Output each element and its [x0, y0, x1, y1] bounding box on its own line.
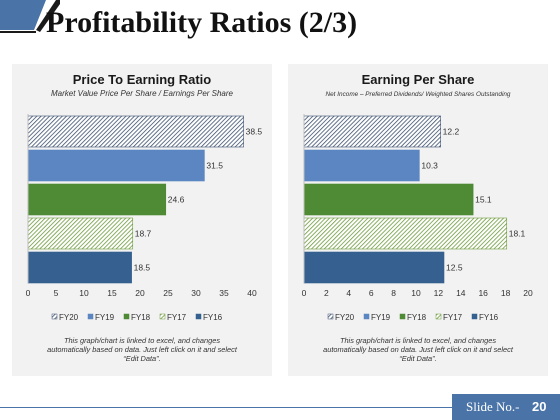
- data-label: 10.3: [421, 161, 438, 171]
- legend-swatch: [195, 313, 202, 320]
- x-tick-label: 5: [54, 288, 59, 298]
- chart-note-line: This graph/chart is linked to excel, and…: [340, 336, 496, 345]
- page-title: Profitability Ratios (2/3): [46, 6, 358, 39]
- footer-rule: [0, 407, 452, 408]
- data-label: 18.7: [135, 229, 152, 239]
- data-label: 38.5: [246, 127, 263, 137]
- x-tick-label: 20: [135, 288, 145, 298]
- price-earning-chart: Price To Earning Ratio Market Value Price…: [26, 72, 263, 363]
- bar-fy19: [303, 149, 420, 182]
- earning-per-share-chart: Earning Per Share Net Income – Preferred …: [302, 72, 533, 363]
- chart-note-line: automatically based on data. Just left c…: [47, 345, 238, 354]
- slide-number: 20: [532, 399, 547, 414]
- legend-label: FY16: [479, 313, 499, 322]
- x-tick-label: 12: [434, 288, 444, 298]
- legend-swatch: [327, 313, 334, 320]
- x-tick-label: 14: [456, 288, 466, 298]
- x-tick-label: 20: [523, 288, 533, 298]
- x-tick-label: 2: [324, 288, 329, 298]
- data-label: 15.1: [475, 195, 492, 205]
- bar-fy17: [303, 217, 508, 250]
- legend-label: FY16: [203, 313, 223, 322]
- corner-decoration: [0, 0, 60, 33]
- chart-subtitle: Market Value Price Per Share / Earnings …: [51, 89, 234, 98]
- bar-fy20: [27, 115, 244, 148]
- slide-number-badge: Slide No.- 20: [452, 394, 560, 420]
- data-label: 31.5: [206, 161, 223, 171]
- legend-label: FY18: [131, 313, 151, 322]
- x-tick-label: 40: [247, 288, 257, 298]
- x-tick-label: 10: [79, 288, 89, 298]
- x-tick-label: 8: [391, 288, 396, 298]
- bar-fy19: [27, 149, 205, 182]
- bar-fy16: [27, 251, 132, 284]
- chart-note-line: This graph/chart is linked to excel, and…: [64, 336, 220, 345]
- legend-label: FY20: [335, 313, 355, 322]
- legend-swatch: [363, 313, 370, 320]
- chart-subtitle: Net Income – Preferred Dividends/ Weight…: [326, 91, 511, 98]
- chart-note-line: “Edit Data”.: [399, 354, 436, 363]
- bar-fy18: [303, 183, 474, 216]
- data-label: 24.6: [168, 195, 185, 205]
- x-tick-label: 30: [191, 288, 201, 298]
- chart-note-line: “Edit Data”.: [123, 354, 160, 363]
- legend-swatch: [87, 313, 94, 320]
- x-tick-label: 25: [163, 288, 173, 298]
- data-label: 12.5: [446, 263, 463, 273]
- legend-label: FY20: [59, 313, 79, 322]
- x-tick-label: 35: [219, 288, 229, 298]
- x-tick-label: 18: [501, 288, 511, 298]
- data-label: 12.2: [443, 127, 460, 137]
- legend-label: FY18: [407, 313, 427, 322]
- chart-note-line: automatically based on data. Just left c…: [323, 345, 514, 354]
- chart-panel-price-earning: Price To Earning Ratio Market Value Price…: [12, 64, 272, 376]
- bar-fy16: [303, 251, 445, 284]
- legend-swatch: [123, 313, 130, 320]
- x-tick-label: 6: [369, 288, 374, 298]
- legend-swatch: [435, 313, 442, 320]
- x-tick-label: 0: [26, 288, 31, 298]
- legend-swatch: [51, 313, 58, 320]
- chart-panel-earning-per-share: Earning Per Share Net Income – Preferred …: [288, 64, 548, 376]
- legend-label: FY17: [443, 313, 463, 322]
- bar-fy20: [303, 115, 441, 148]
- x-tick-label: 15: [107, 288, 117, 298]
- legend-swatch: [471, 313, 478, 320]
- bar-fy17: [27, 217, 134, 250]
- bar-fy18: [27, 183, 167, 216]
- legend-label: FY19: [95, 313, 115, 322]
- x-tick-label: 4: [346, 288, 351, 298]
- slide-label: Slide No.-: [466, 399, 520, 414]
- x-tick-label: 0: [302, 288, 307, 298]
- legend-swatch: [399, 313, 406, 320]
- data-label: 18.1: [509, 229, 526, 239]
- legend-swatch: [159, 313, 166, 320]
- legend-label: FY19: [371, 313, 391, 322]
- data-label: 18.5: [134, 263, 151, 273]
- legend-label: FY17: [167, 313, 187, 322]
- x-tick-label: 10: [411, 288, 421, 298]
- x-tick-label: 16: [478, 288, 488, 298]
- chart-title: Earning Per Share: [362, 72, 475, 87]
- chart-title: Price To Earning Ratio: [73, 72, 212, 87]
